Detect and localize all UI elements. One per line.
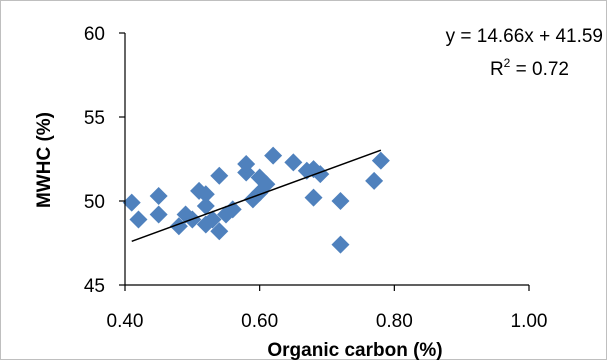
data-points — [122, 146, 390, 254]
y-tick-label: 45 — [84, 276, 105, 297]
data-point — [371, 151, 390, 170]
r-squared-value: = 0.72 — [510, 59, 569, 80]
data-point — [331, 192, 350, 210]
r-squared-superscript: 2 — [504, 56, 511, 70]
y-tick-label: 50 — [84, 192, 105, 213]
trendline — [131, 149, 382, 243]
y-axis-ticks: 45 50 55 60 — [84, 24, 125, 297]
data-point — [203, 210, 222, 229]
data-point — [257, 175, 276, 194]
data-point — [223, 200, 242, 219]
y-tick-label: 55 — [84, 108, 105, 129]
trendline-equation: y = 14.66x + 41.59 — [446, 26, 603, 47]
data-point — [196, 197, 215, 216]
x-tick-label: 0.40 — [107, 311, 144, 332]
data-point — [196, 185, 215, 204]
data-point — [237, 155, 256, 174]
x-axis-ticks: 0.40 0.60 0.80 1.00 — [107, 285, 548, 332]
data-point — [122, 193, 141, 212]
data-point — [129, 210, 148, 229]
x-tick-label: 0.80 — [376, 311, 413, 332]
y-axis-title: MWHC (%) — [34, 112, 55, 208]
data-point — [149, 186, 168, 205]
x-tick-label: 0.60 — [241, 311, 278, 332]
data-point — [210, 222, 229, 241]
r-squared-label: R2 = 0.72 — [490, 56, 569, 80]
x-tick-label: 1.00 — [511, 311, 548, 332]
y-tick-label: 60 — [84, 24, 105, 45]
data-point — [311, 165, 330, 184]
data-point — [304, 188, 323, 207]
data-point — [365, 171, 384, 190]
data-point — [284, 153, 303, 172]
data-point — [149, 205, 168, 224]
data-point — [264, 146, 283, 165]
x-axis-title: Organic carbon (%) — [267, 340, 442, 360]
data-point — [210, 166, 229, 185]
r-squared-symbol: R — [490, 59, 504, 80]
data-point — [331, 235, 350, 254]
